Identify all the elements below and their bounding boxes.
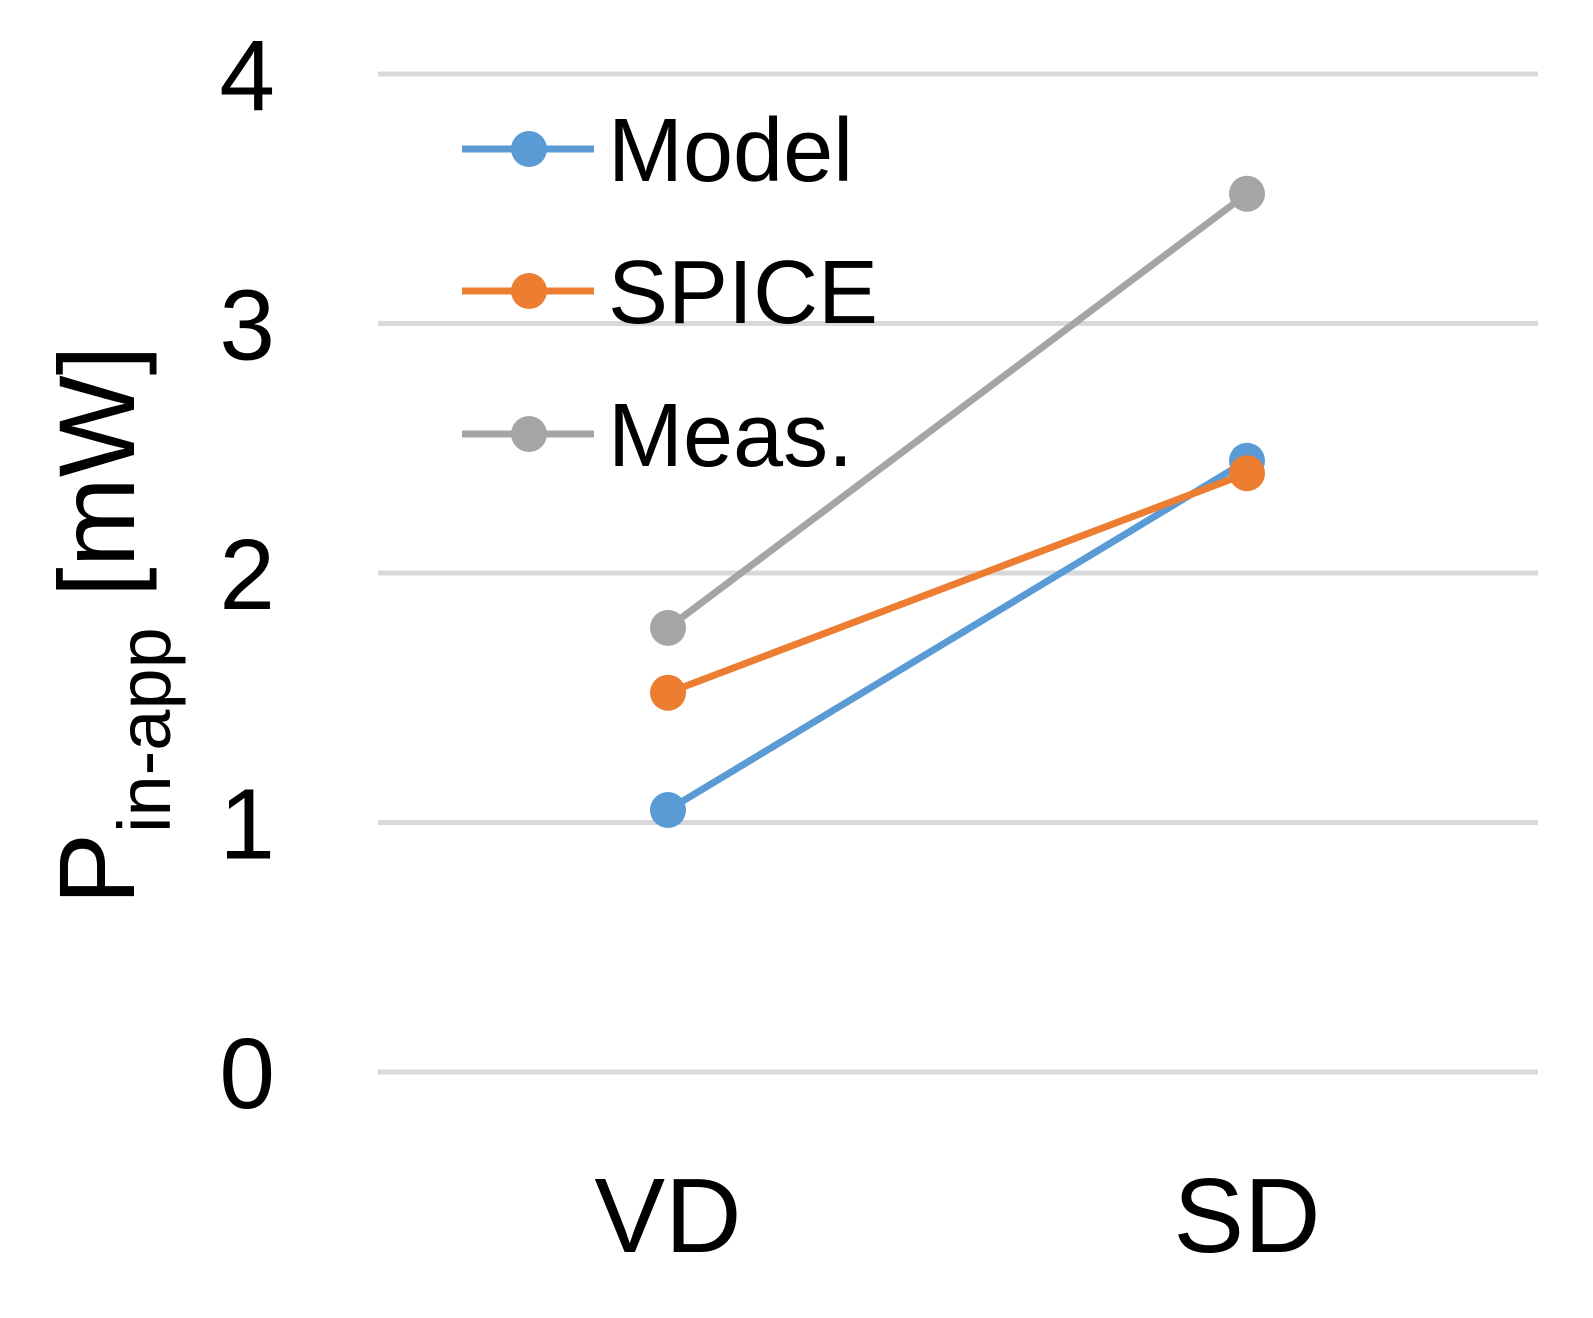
y-tick-label-2: 2 — [219, 519, 275, 631]
data-point-spice-sd — [1229, 455, 1265, 492]
legend-label-model: Model — [608, 101, 853, 201]
data-point-model-vd — [650, 792, 686, 829]
legend-swatch-marker-model — [511, 131, 547, 167]
gridlines — [378, 71, 1538, 1075]
legend-label-meas: Meas. — [608, 386, 853, 486]
y-tick-label-1: 1 — [219, 769, 275, 881]
data-point-meas-vd — [650, 609, 686, 646]
legend-item-meas: Meas. — [462, 386, 853, 486]
series-spice — [650, 455, 1265, 711]
series-lines — [650, 175, 1265, 829]
x-tick-label-sd: SD — [1173, 1157, 1320, 1275]
y-tick-label-0: 0 — [219, 1018, 275, 1130]
x-tick-label-vd: VD — [594, 1157, 741, 1275]
series-meas — [650, 175, 1265, 646]
y-axis-title-subscript: in-app — [103, 627, 186, 833]
x-axis-ticks: VD SD — [594, 1157, 1320, 1275]
series-line-spice — [666, 469, 1249, 697]
series-line-model — [666, 457, 1249, 814]
y-tick-label-4: 4 — [219, 20, 275, 132]
legend-swatch-marker-spice — [511, 273, 547, 309]
legend-swatch-marker-meas — [511, 416, 547, 452]
y-axis-ticks: 0 1 2 3 4 — [219, 20, 275, 1130]
y-axis-title: Pin-app [mW] — [36, 345, 186, 905]
legend-item-model: Model — [462, 101, 853, 201]
data-point-spice-vd — [650, 674, 686, 711]
legend-item-spice: SPICE — [462, 243, 878, 343]
legend-label-spice: SPICE — [608, 243, 878, 343]
series-line-meas — [665, 190, 1250, 631]
y-axis-title-unit: [mW] — [36, 345, 157, 627]
data-point-meas-sd — [1229, 175, 1265, 212]
legend: Model SPICE Meas. — [462, 101, 878, 486]
svg-text:Pin-app [mW]: Pin-app [mW] — [36, 345, 186, 905]
y-tick-label-3: 3 — [219, 270, 275, 382]
y-axis-title-main: P — [36, 833, 157, 905]
